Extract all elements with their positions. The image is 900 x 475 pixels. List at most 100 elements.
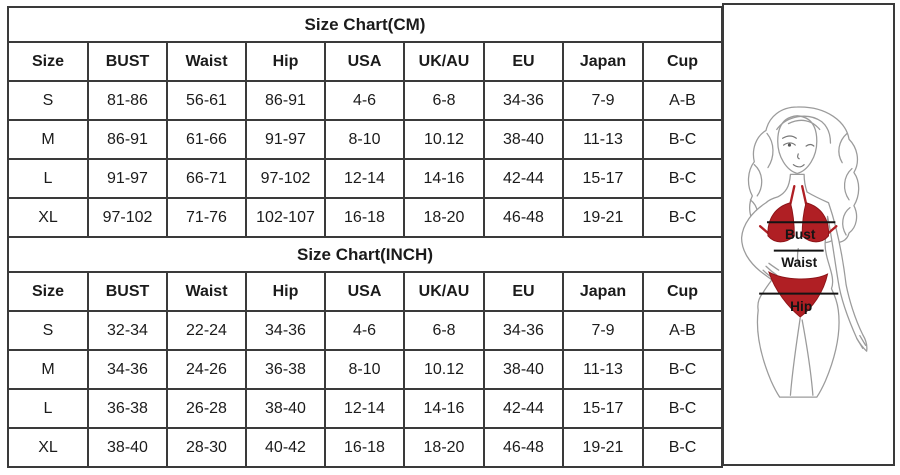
column-header: Cup: [642, 271, 723, 312]
value-cell: 102-107: [245, 197, 326, 238]
value-cell: 91-97: [245, 119, 326, 160]
value-cell: 19-21: [562, 427, 644, 468]
table-title: Size Chart(CM): [7, 6, 723, 43]
column-header: EU: [483, 41, 564, 82]
table-row: S 81-86 56-61 86-91 4-6 6-8 34-36 7-9 A-B: [7, 80, 723, 121]
size-cell: L: [7, 158, 89, 199]
column-header: BUST: [87, 271, 168, 312]
table-title-row: Size Chart(INCH): [7, 236, 723, 273]
value-cell: 7-9: [562, 80, 644, 121]
value-cell: 10.12: [403, 119, 485, 160]
hair-lock: [753, 164, 763, 197]
inner-leg-line: [801, 319, 814, 396]
table-header-row: Size BUST Waist Hip USA UK/AU EU Japan Cup: [7, 41, 723, 82]
value-cell: B-C: [642, 197, 723, 238]
hand-fingers: [856, 337, 864, 349]
value-cell: 7-9: [562, 310, 644, 351]
value-cell: 11-13: [562, 349, 644, 390]
value-cell: 10.12: [403, 349, 485, 390]
value-cell: 12-14: [324, 388, 405, 429]
size-cell: M: [7, 119, 89, 160]
value-cell: A-B: [642, 80, 723, 121]
column-header: USA: [324, 271, 405, 312]
hair-lock: [844, 167, 853, 201]
column-header: UK/AU: [403, 41, 485, 82]
value-cell: B-C: [642, 349, 723, 390]
bust-label: Bust: [785, 227, 816, 242]
value-cell: 8-10: [324, 349, 405, 390]
face-outline: [777, 115, 818, 175]
column-header: USA: [324, 41, 405, 82]
value-cell: 8-10: [324, 119, 405, 160]
column-header: EU: [483, 271, 564, 312]
size-cell: M: [7, 349, 89, 390]
value-cell: 97-102: [87, 197, 168, 238]
column-header: Hip: [245, 271, 326, 312]
value-cell: 18-20: [403, 427, 485, 468]
value-cell: 18-20: [403, 197, 485, 238]
value-cell: 14-16: [403, 158, 485, 199]
value-cell: 34-36: [483, 310, 564, 351]
value-cell: 6-8: [403, 310, 485, 351]
table-row: S 32-34 22-24 34-36 4-6 6-8 34-36 7-9 A-B: [7, 310, 723, 351]
column-header: Waist: [166, 41, 247, 82]
value-cell: 11-13: [562, 119, 644, 160]
nose: [797, 153, 800, 160]
value-cell: 34-36: [245, 310, 326, 351]
value-cell: 22-24: [166, 310, 247, 351]
value-cell: 66-71: [166, 158, 247, 199]
value-cell: 86-91: [87, 119, 168, 160]
hand-fingers: [768, 262, 780, 271]
hand-fingers: [859, 334, 867, 347]
eyebrow: [782, 135, 797, 139]
size-cell: XL: [7, 197, 89, 238]
value-cell: A-B: [642, 310, 723, 351]
table-row: M 34-36 24-26 36-38 8-10 10.12 38-40 11-13 B-C: [7, 349, 723, 390]
value-cell: 71-76: [166, 197, 247, 238]
value-cell: 34-36: [87, 349, 168, 390]
value-cell: 34-36: [483, 80, 564, 121]
value-cell: 42-44: [483, 158, 564, 199]
column-header: Waist: [166, 271, 247, 312]
value-cell: 36-38: [245, 349, 326, 390]
size-chart-table: Size Chart(CM) Size BUST Waist Hip USA UK/AU EU…: [7, 6, 723, 468]
bikini-strap: [758, 225, 770, 235]
value-cell: 46-48: [483, 197, 564, 238]
column-header: Japan: [562, 271, 644, 312]
column-header: Size: [7, 41, 89, 82]
value-cell: 56-61: [166, 80, 247, 121]
woman-measurement-illustration: Bust Waist Hip: [740, 106, 868, 398]
value-cell: 38-40: [483, 349, 564, 390]
value-cell: 36-38: [87, 388, 168, 429]
column-header: Japan: [562, 41, 644, 82]
value-cell: 40-42: [245, 427, 326, 468]
value-cell: 42-44: [483, 388, 564, 429]
value-cell: B-C: [642, 158, 723, 199]
eye: [805, 144, 815, 147]
value-cell: 86-91: [245, 80, 326, 121]
table-row: XL 97-102 71-76 102-107 16-18 18-20 46-48 19-21…: [7, 197, 723, 238]
table-row: M 86-91 61-66 91-97 8-10 10.12 38-40 11-13 B-C: [7, 119, 723, 160]
table-row: L 36-38 26-28 38-40 12-14 14-16 42-44 15-17 B-C: [7, 388, 723, 429]
value-cell: 91-97: [87, 158, 168, 199]
value-cell: 15-17: [562, 158, 644, 199]
size-cell: L: [7, 388, 89, 429]
table-row: L 91-97 66-71 97-102 12-14 14-16 42-44 15-17 B-C: [7, 158, 723, 199]
value-cell: B-C: [642, 388, 723, 429]
hair-fringe: [787, 119, 821, 131]
inner-leg-line: [789, 317, 801, 396]
size-cell: XL: [7, 427, 89, 468]
value-cell: 38-40: [245, 388, 326, 429]
value-cell: 28-30: [166, 427, 247, 468]
table-row: XL 38-40 28-30 40-42 16-18 18-20 46-48 19-21 B-C: [7, 427, 723, 468]
value-cell: 15-17: [562, 388, 644, 429]
value-cell: 61-66: [166, 119, 247, 160]
value-cell: 16-18: [324, 197, 405, 238]
hand-fingers: [765, 265, 778, 276]
value-cell: 81-86: [87, 80, 168, 121]
size-cell: S: [7, 80, 89, 121]
bikini-strap: [827, 225, 838, 235]
hair-lock: [766, 132, 774, 169]
value-cell: 12-14: [324, 158, 405, 199]
value-cell: 6-8: [403, 80, 485, 121]
